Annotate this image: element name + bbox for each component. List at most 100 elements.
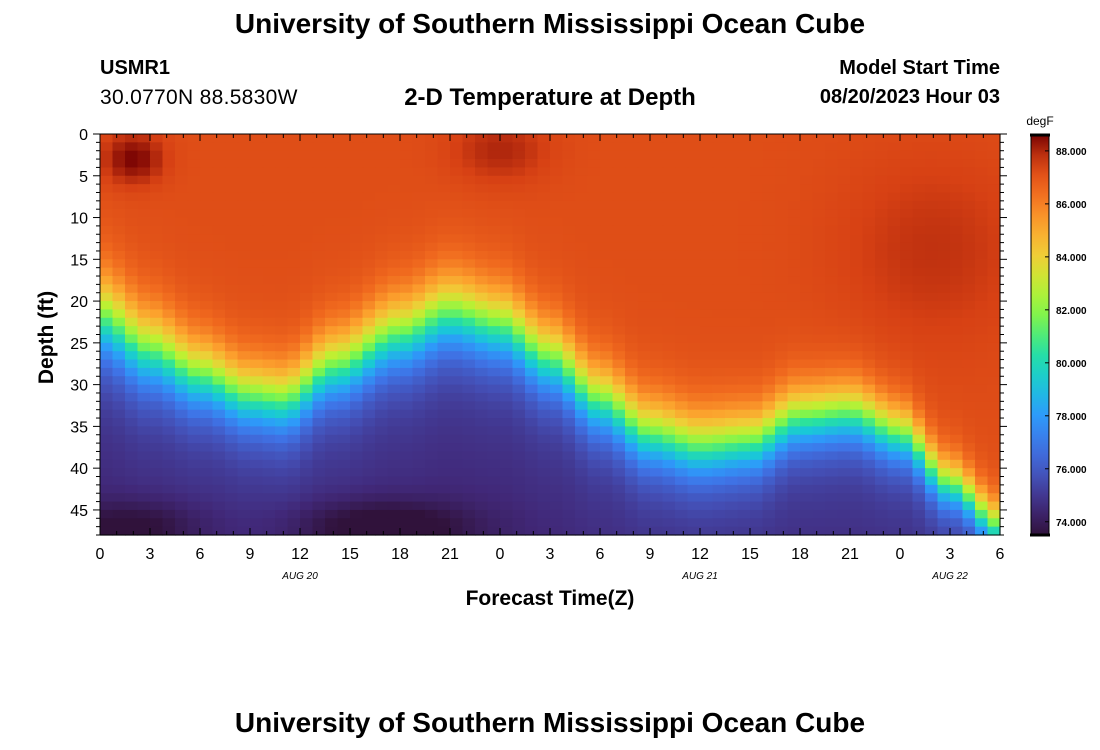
heatmap-cell bbox=[975, 159, 989, 169]
heatmap-cell bbox=[537, 426, 551, 436]
heatmap-cell bbox=[650, 150, 664, 160]
heatmap-cell bbox=[975, 200, 989, 210]
x-tick-label: 6 bbox=[996, 546, 1005, 563]
heatmap-cell bbox=[925, 401, 939, 411]
heatmap-cell bbox=[712, 150, 726, 160]
heatmap-cell bbox=[775, 476, 789, 486]
heatmap-cell bbox=[875, 175, 889, 185]
heatmap-cell bbox=[400, 443, 414, 453]
heatmap-cell bbox=[337, 309, 351, 319]
heatmap-cell bbox=[875, 409, 889, 419]
heatmap-cell bbox=[375, 418, 389, 427]
heatmap-cell bbox=[725, 426, 739, 436]
heatmap-cell bbox=[125, 451, 139, 461]
heatmap-cell bbox=[750, 284, 764, 294]
heatmap-cell bbox=[937, 501, 951, 511]
heatmap-cell bbox=[737, 476, 751, 486]
heatmap-cell bbox=[987, 150, 1001, 160]
heatmap-cell bbox=[412, 376, 426, 386]
heatmap-cell bbox=[637, 468, 651, 478]
heatmap-cell bbox=[125, 409, 139, 419]
heatmap-cell bbox=[850, 267, 864, 277]
heatmap-cell bbox=[512, 459, 526, 469]
heatmap-cell bbox=[800, 418, 814, 427]
heatmap-cell bbox=[787, 317, 801, 327]
heatmap-cell bbox=[550, 518, 564, 528]
heatmap-cell bbox=[312, 209, 326, 219]
heatmap-cell bbox=[575, 317, 589, 327]
heatmap-cell bbox=[425, 292, 439, 302]
heatmap-cell bbox=[575, 142, 589, 152]
heatmap-cell bbox=[187, 217, 201, 227]
heatmap-cell bbox=[775, 334, 789, 344]
heatmap-cell bbox=[700, 384, 714, 394]
heatmap-cell bbox=[750, 167, 764, 177]
heatmap-cell bbox=[675, 434, 689, 444]
heatmap-cell bbox=[737, 242, 751, 252]
heatmap-cell bbox=[187, 409, 201, 419]
heatmap-cell bbox=[937, 159, 951, 169]
heatmap-cell bbox=[225, 142, 239, 152]
heatmap-cell bbox=[412, 276, 426, 285]
heatmap-cell bbox=[150, 443, 164, 453]
heatmap-cell bbox=[287, 134, 301, 143]
heatmap-cell bbox=[275, 184, 289, 194]
heatmap-cell bbox=[775, 342, 789, 352]
heatmap-cell bbox=[975, 142, 989, 152]
heatmap-cell bbox=[325, 276, 339, 285]
heatmap-cell bbox=[787, 484, 801, 494]
heatmap-cell bbox=[737, 392, 751, 402]
heatmap-cell bbox=[687, 409, 701, 419]
heatmap-cell bbox=[225, 150, 239, 160]
heatmap-cell bbox=[912, 342, 926, 352]
heatmap-cell bbox=[100, 376, 114, 386]
heatmap-cell bbox=[812, 384, 826, 394]
heatmap-cell bbox=[375, 351, 389, 361]
heatmap-cell bbox=[137, 150, 151, 160]
heatmap-cell bbox=[200, 459, 214, 469]
heatmap-cell bbox=[825, 401, 839, 411]
heatmap-cell bbox=[787, 167, 801, 177]
heatmap-cell bbox=[225, 384, 239, 394]
heatmap-cell bbox=[675, 209, 689, 219]
heatmap-cell bbox=[537, 342, 551, 352]
heatmap-cell bbox=[262, 267, 276, 277]
heatmap-cell bbox=[412, 326, 426, 336]
heatmap-cell bbox=[625, 384, 639, 394]
heatmap-cell bbox=[175, 434, 189, 444]
heatmap-cell bbox=[625, 518, 639, 528]
heatmap-cell bbox=[562, 134, 576, 143]
heatmap-cell bbox=[162, 259, 176, 269]
heatmap-cell bbox=[912, 242, 926, 252]
heatmap-cell bbox=[437, 451, 451, 461]
heatmap-cell bbox=[162, 401, 176, 411]
heatmap-cell bbox=[162, 159, 176, 169]
heatmap-cell bbox=[300, 259, 314, 269]
heatmap-cell bbox=[800, 468, 814, 478]
heatmap-cell bbox=[175, 276, 189, 285]
heatmap-cell bbox=[312, 501, 326, 511]
footer-title: University of Southern Mississippi Ocean… bbox=[234, 707, 866, 738]
heatmap-cell bbox=[925, 501, 939, 511]
heatmap-cell bbox=[700, 276, 714, 285]
heatmap-cell bbox=[225, 200, 239, 210]
heatmap-cell bbox=[112, 468, 126, 478]
heatmap-cell bbox=[962, 392, 976, 402]
heatmap-cell bbox=[725, 250, 739, 260]
heatmap-cell bbox=[537, 301, 551, 311]
heatmap-cell bbox=[950, 501, 964, 511]
heatmap-cell bbox=[312, 401, 326, 411]
heatmap-cell bbox=[737, 200, 751, 210]
heatmap-cell bbox=[100, 192, 114, 202]
heatmap-cell bbox=[462, 159, 476, 169]
heatmap-cell bbox=[287, 484, 301, 494]
heatmap-cell bbox=[450, 426, 464, 436]
heatmap-cell bbox=[162, 493, 176, 503]
heatmap-cell bbox=[312, 443, 326, 453]
heatmap-cell bbox=[162, 509, 176, 519]
heatmap-cell bbox=[612, 326, 626, 336]
heatmap-cell bbox=[600, 509, 614, 519]
heatmap-cell bbox=[200, 317, 214, 327]
heatmap-cell bbox=[675, 225, 689, 235]
heatmap-cell bbox=[462, 250, 476, 260]
